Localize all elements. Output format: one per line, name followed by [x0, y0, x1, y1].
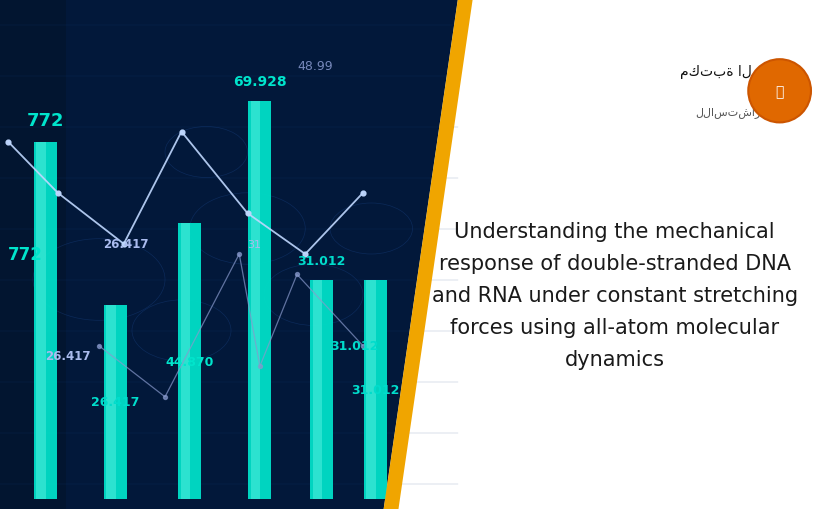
Text: 31.012: 31.012: [298, 254, 346, 267]
Bar: [106, 305, 116, 499]
Bar: [178, 224, 201, 499]
Text: 26.417: 26.417: [45, 350, 91, 363]
Point: [51, 189, 64, 197]
Point: [253, 362, 266, 371]
Text: 69.928: 69.928: [233, 75, 287, 89]
Text: 26.417: 26.417: [103, 238, 148, 251]
Point: [117, 240, 130, 248]
Text: 31.012: 31.012: [330, 340, 379, 353]
Point: [2, 138, 15, 147]
Bar: [366, 280, 375, 499]
Text: 772: 772: [8, 245, 43, 264]
Point: [356, 189, 370, 197]
Bar: [248, 102, 271, 499]
Bar: [181, 224, 190, 499]
Text: 772: 772: [26, 112, 64, 130]
Bar: [36, 143, 45, 499]
Text: Understanding the mechanical
response of double-stranded DNA
and RNA under const: Understanding the mechanical response of…: [431, 221, 798, 369]
Point: [290, 271, 304, 279]
Point: [356, 342, 370, 350]
Bar: [313, 280, 322, 499]
Ellipse shape: [748, 60, 811, 123]
Bar: [364, 280, 387, 499]
Polygon shape: [66, 0, 458, 509]
Point: [299, 250, 312, 259]
Text: 31: 31: [248, 239, 262, 249]
Text: 44.870: 44.870: [166, 355, 214, 368]
Point: [175, 128, 188, 136]
Bar: [310, 280, 333, 499]
Text: 31.012: 31.012: [351, 383, 399, 396]
Point: [241, 210, 254, 218]
Point: [92, 342, 106, 350]
Polygon shape: [0, 0, 458, 509]
Bar: [104, 305, 127, 499]
Point: [233, 250, 246, 259]
Text: 26.417: 26.417: [92, 395, 139, 409]
Bar: [34, 143, 57, 499]
Polygon shape: [384, 0, 473, 509]
Bar: [251, 102, 260, 499]
Text: للاستشارات: للاستشارات: [695, 106, 774, 118]
Text: 48.99: 48.99: [297, 60, 332, 73]
Text: مكتبة المنارة: مكتبة المنارة: [680, 64, 789, 78]
Point: [158, 393, 172, 401]
Text: 🔆: 🔆: [776, 84, 784, 99]
